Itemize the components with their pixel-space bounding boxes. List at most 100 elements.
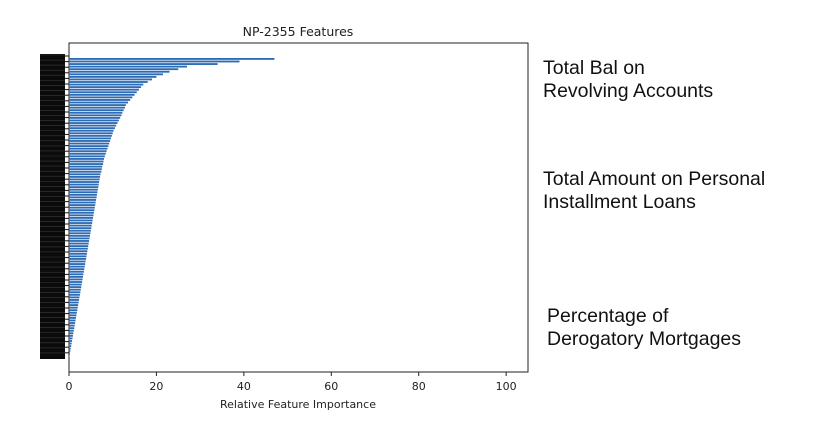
bar [69,232,91,235]
overlapping-feature-labels [40,54,69,359]
bar [69,214,94,217]
bar [69,140,111,142]
bar [69,245,89,248]
bar [69,114,122,117]
bar [69,163,104,165]
bar [69,216,94,219]
bar [69,88,139,91]
bar [69,352,70,355]
bar [69,270,84,273]
bar [69,175,101,178]
bar-series [69,58,275,358]
bar [69,178,100,181]
bar [69,119,119,122]
annotation-line: Total Amount on Personal [543,168,766,190]
bar [69,247,88,250]
bar [69,99,131,101]
bar [69,327,75,330]
bar [69,281,83,283]
bar [69,73,163,76]
bar [69,204,96,206]
bar [69,288,81,291]
annotation-line: Total Bal on [543,57,645,79]
bar [69,81,148,83]
bar [69,147,108,150]
bar [69,122,118,124]
bar [69,342,72,345]
bar [69,340,73,342]
chart-title: NP-2355 Features [243,24,354,39]
bar [69,104,126,106]
bar [69,306,78,309]
bar [69,93,135,96]
bar [69,224,92,227]
bar [69,265,85,268]
bar [69,63,218,65]
bar [69,268,85,271]
bar [69,127,115,130]
bar [69,347,71,350]
bar [69,222,93,224]
bar [69,58,275,60]
bar [69,299,80,301]
bar [69,70,170,73]
bar [69,322,76,324]
annotation-line: Percentage of [547,305,669,327]
x-axis-label: Relative Feature Importance [220,398,376,411]
bar [69,96,133,99]
bar [69,206,95,209]
bar [69,301,79,304]
plot-area [68,42,529,373]
x-tick-label: 0 [66,380,73,393]
annotation-derogatory-mortgages: Percentage of Derogatory Mortgages [547,305,741,351]
bar [69,150,107,153]
bar [69,168,102,171]
bar [69,116,121,119]
bar [69,142,110,145]
bar [69,350,71,353]
bar [69,109,124,112]
bar [69,278,83,281]
bar [69,345,72,348]
bar [69,314,77,317]
x-tick-label: 40 [237,380,251,393]
bar [69,324,75,327]
bar [69,283,82,286]
bar [69,211,94,214]
bar [69,332,74,335]
bar [69,196,97,199]
bar [69,286,82,289]
bar [69,186,99,189]
bar [69,124,117,127]
bar [69,75,157,78]
x-tick-label: 100 [496,380,517,393]
annotation-installment-loans: Total Amount on Personal Installment Loa… [543,168,765,214]
bar [69,237,90,240]
bar [69,152,106,155]
annotation-line: Derogatory Mortgages [547,328,742,350]
bar [69,258,87,260]
annotation-revolving-balance: Total Bal on Revolving Accounts [543,57,713,103]
bar [69,158,104,160]
bar [69,106,125,109]
bar [69,263,86,265]
bar [69,86,142,89]
bar [69,234,90,237]
bar [69,329,74,332]
bar [69,260,86,263]
bar [69,160,104,163]
annotation-line: Revolving Accounts [543,80,714,102]
bar [69,209,95,212]
bar [69,188,98,191]
bar [69,319,76,322]
bar [69,155,105,158]
bar [69,309,78,312]
bar [69,173,101,176]
bar [69,68,179,71]
bar [69,337,73,340]
bar [69,291,81,294]
bar [69,273,84,276]
bar [69,78,153,81]
bar [69,296,80,299]
bar [69,134,112,137]
